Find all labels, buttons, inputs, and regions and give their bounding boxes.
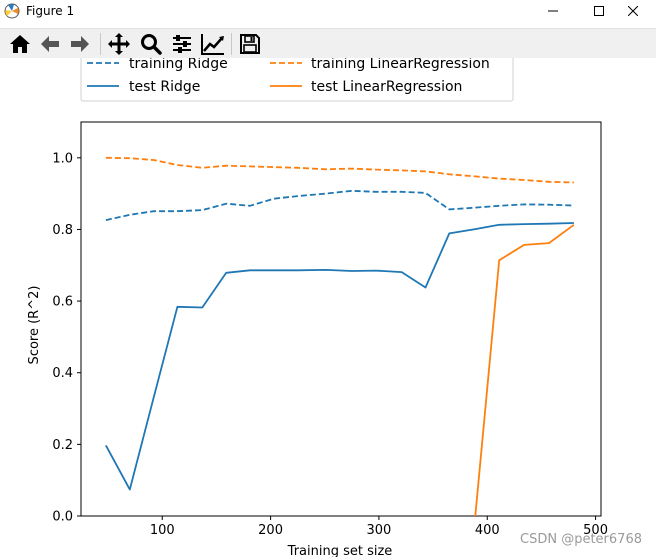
toolbar-separator [231,33,232,55]
x-axis-label: Training set size [287,544,393,557]
series-line-test-linearregression [474,224,575,516]
figure-canvas[interactable]: 100 200 300 400 500 0.0 0.2 0.4 0.6 0.8 1.0 Traini… [0,58,656,557]
matplotlib-logo-icon [4,3,20,19]
maximize-button[interactable] [576,0,622,22]
pan-icon [108,33,130,55]
zoom-icon [141,34,162,55]
y-tick-label: 0.6 [52,295,73,310]
series-line-training-linearregression [105,156,574,184]
close-icon [628,6,638,16]
legend-label: test LinearRegression [311,79,462,95]
y-tick-label: 1.0 [52,151,73,166]
forward-button[interactable] [66,30,94,58]
minimize-button[interactable] [530,0,576,22]
back-button[interactable] [36,30,64,58]
axes-frame [80,121,602,517]
minimize-icon [548,10,558,12]
x-tick-label: 400 [475,523,500,538]
pan-button[interactable] [105,30,133,58]
x-tick-label: 500 [583,523,608,538]
subplots-button[interactable] [168,30,196,58]
legend-label: test Ridge [129,79,200,95]
legend-label: training Ridge [129,58,228,72]
y-tick-label: 0.2 [52,438,73,453]
x-tick-label: 200 [258,523,283,538]
close-button[interactable] [610,0,656,22]
save-icon [240,34,260,54]
series-line-test-ridge [105,222,574,491]
navigation-toolbar [0,28,656,59]
legend-label: training LinearRegression [311,58,490,72]
home-button[interactable] [6,30,34,58]
legend: training Ridge test Ridge training LinearR… [80,58,514,102]
series-line-training-ridge [105,189,574,221]
y-tick-label: 0.4 [52,366,73,381]
subplots-icon [173,35,191,53]
x-tick-label: 300 [367,523,392,538]
learning-curve-chart: 100 200 300 400 500 0.0 0.2 0.4 0.6 0.8 1.0 Traini… [27,58,608,557]
zoom-button[interactable] [137,30,165,58]
title-bar: Figure 1 [0,0,656,22]
y-axis-label: Score (R^2) [27,286,42,365]
x-tick-label: 100 [150,523,175,538]
watermark: CSDN @peter6768 [520,532,642,547]
maximize-icon [594,6,604,16]
save-button[interactable] [236,30,264,58]
y-tick-label: 0.8 [52,223,73,238]
back-arrow-icon [41,36,59,52]
home-icon [10,35,30,53]
edit-lines-icon [201,34,224,55]
edit-axis-button[interactable] [199,30,227,58]
y-tick-label: 0.0 [52,510,73,525]
forward-arrow-icon [71,36,89,52]
window-title: Figure 1 [26,4,75,18]
toolbar-separator [100,33,101,55]
